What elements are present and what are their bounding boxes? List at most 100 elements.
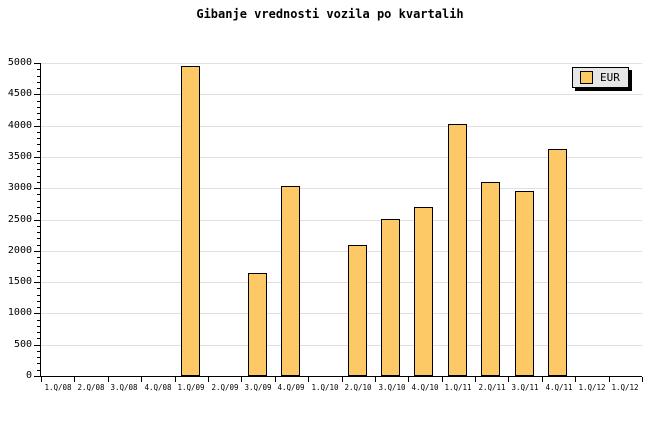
y-axis-minor-tick xyxy=(37,88,40,89)
y-gridline xyxy=(41,157,642,158)
y-axis-minor-tick xyxy=(37,201,40,202)
y-axis-minor-tick xyxy=(37,270,40,271)
x-axis-label: 1.Q/12 xyxy=(611,383,639,392)
x-axis-tick xyxy=(308,377,309,382)
plot-area: 0 500 1000 1500 2000 2500 3000 3500 4000 4500 5000… xyxy=(8,58,643,392)
legend-swatch-eur xyxy=(580,71,593,84)
x-axis-label: 1.Q/11 xyxy=(444,383,472,392)
x-axis-tick xyxy=(375,377,376,382)
x-axis-tick xyxy=(141,377,142,382)
bar xyxy=(281,186,300,376)
bar xyxy=(548,149,567,376)
y-axis-minor-tick xyxy=(37,138,40,139)
x-axis-tick xyxy=(41,377,42,382)
y-axis-minor-tick xyxy=(37,370,40,371)
y-axis-label: 1500 xyxy=(7,276,32,287)
y-axis-minor-tick xyxy=(37,351,40,352)
bar xyxy=(515,191,534,376)
x-axis-label: 4.Q/09 xyxy=(277,383,305,392)
y-axis-major-tick xyxy=(34,376,40,377)
y-axis-minor-tick xyxy=(37,69,40,70)
y-axis-minor-tick xyxy=(37,144,40,145)
y-axis-major-tick xyxy=(34,251,40,252)
x-axis-tick xyxy=(108,377,109,382)
x-axis-tick xyxy=(642,377,643,382)
bar xyxy=(248,273,267,376)
y-axis-minor-tick xyxy=(37,357,40,358)
y-gridline xyxy=(41,126,642,127)
x-axis-label: 1.Q/08 xyxy=(44,383,72,392)
y-axis-label: 2000 xyxy=(7,245,32,256)
x-axis-label: 3.Q/09 xyxy=(244,383,272,392)
y-axis-minor-tick xyxy=(37,119,40,120)
y-gridline xyxy=(41,345,642,346)
y-axis-minor-tick xyxy=(37,169,40,170)
y-gridline xyxy=(41,94,642,95)
chart-title: Gibanje vrednosti vozila po kvartalih xyxy=(196,7,464,21)
y-axis-major-tick xyxy=(34,220,40,221)
y-gridline xyxy=(41,220,642,221)
x-axis-label: 2.Q/10 xyxy=(344,383,372,392)
y-axis-minor-tick xyxy=(37,276,40,277)
y-axis-minor-tick xyxy=(37,82,40,83)
y-axis-minor-tick xyxy=(37,332,40,333)
y-axis-major-tick xyxy=(34,94,40,95)
x-axis-tick xyxy=(74,377,75,382)
x-axis-label: 2.Q/08 xyxy=(77,383,105,392)
x-axis-tick xyxy=(241,377,242,382)
y-axis-minor-tick xyxy=(37,182,40,183)
y-axis-minor-tick xyxy=(37,76,40,77)
x-axis-tick xyxy=(542,377,543,382)
y-gridline xyxy=(41,282,642,283)
bar xyxy=(381,219,400,376)
y-axis-minor-tick xyxy=(37,238,40,239)
x-axis-tick xyxy=(408,377,409,382)
x-axis-label: 1.Q/10 xyxy=(311,383,339,392)
y-axis-label: 2500 xyxy=(7,214,32,225)
y-axis-minor-tick xyxy=(37,107,40,108)
legend-label-eur: EUR xyxy=(600,71,620,84)
bar xyxy=(181,66,200,376)
x-axis-label: 4.Q/11 xyxy=(545,383,573,392)
x-axis-label: 3.Q/10 xyxy=(378,383,406,392)
x-axis-tick xyxy=(275,377,276,382)
bar xyxy=(414,207,433,376)
x-axis-tick xyxy=(208,377,209,382)
y-axis-label: 4500 xyxy=(7,88,32,99)
y-axis-minor-tick xyxy=(37,151,40,152)
y-axis-major-tick xyxy=(34,126,40,127)
x-axis-label: 4.Q/08 xyxy=(144,383,172,392)
y-axis-minor-tick xyxy=(37,132,40,133)
x-axis-tick xyxy=(475,377,476,382)
x-axis-tick xyxy=(175,377,176,382)
x-axis-tick xyxy=(508,377,509,382)
y-axis-major-tick xyxy=(34,282,40,283)
y-axis-minor-tick xyxy=(37,288,40,289)
x-axis-label: 4.Q/10 xyxy=(411,383,439,392)
x-axis-label: 3.Q/11 xyxy=(511,383,539,392)
bar xyxy=(448,124,467,376)
y-axis-label: 3500 xyxy=(7,151,32,162)
y-axis-label: 1000 xyxy=(7,307,32,318)
x-axis-label: 3.Q/08 xyxy=(110,383,138,392)
x-axis-tick xyxy=(575,377,576,382)
y-axis-minor-tick xyxy=(37,176,40,177)
y-axis-major-tick xyxy=(34,345,40,346)
y-axis-minor-tick xyxy=(37,326,40,327)
y-axis-minor-tick xyxy=(37,113,40,114)
legend: EUR xyxy=(572,67,629,88)
bar xyxy=(348,245,367,376)
y-axis-major-tick xyxy=(34,313,40,314)
y-gridline xyxy=(41,251,642,252)
y-axis-label: 5000 xyxy=(7,57,32,68)
y-axis-minor-tick xyxy=(37,307,40,308)
y-axis-minor-tick xyxy=(37,338,40,339)
y-axis-label: 3000 xyxy=(7,182,32,193)
bar xyxy=(481,182,500,376)
y-axis-minor-tick xyxy=(37,213,40,214)
y-axis-major-tick xyxy=(34,188,40,189)
y-axis-minor-tick xyxy=(37,363,40,364)
y-axis-minor-tick xyxy=(37,101,40,102)
y-gridline xyxy=(41,188,642,189)
y-axis-minor-tick xyxy=(37,163,40,164)
